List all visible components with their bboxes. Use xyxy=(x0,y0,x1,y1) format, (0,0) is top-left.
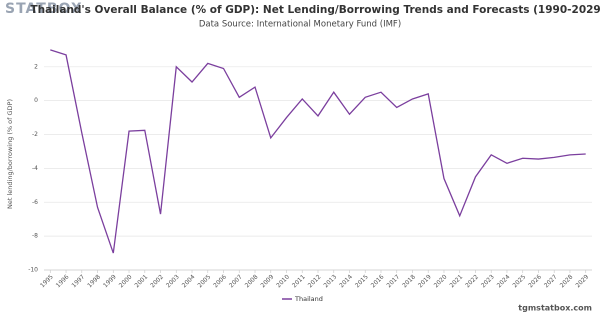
x-tick-label: 2024 xyxy=(496,273,512,289)
x-tick-label: 2011 xyxy=(291,273,307,289)
data-line xyxy=(50,49,586,254)
x-tick-label: 2004 xyxy=(181,273,197,289)
x-tick-label: 1998 xyxy=(86,273,102,289)
x-tick-label: 2023 xyxy=(480,273,496,289)
x-tick-label: 2005 xyxy=(196,273,212,289)
x-tick-label: 2026 xyxy=(527,273,543,289)
x-tick-label: 2025 xyxy=(511,273,527,289)
x-tick-label: 2015 xyxy=(354,273,370,289)
x-tick-label: 2009 xyxy=(259,273,275,289)
x-tick-label: 2001 xyxy=(134,273,150,289)
x-tick-label: 2018 xyxy=(401,273,417,289)
x-tick-label: 2021 xyxy=(448,273,464,289)
logo: STATBOX xyxy=(5,1,83,17)
x-tick-label: 2003 xyxy=(165,273,181,289)
x-tick-label: 2007 xyxy=(228,273,244,289)
chart-subtitle: Data Source: International Monetary Fund… xyxy=(199,20,401,30)
x-tick-label: 2029 xyxy=(574,273,590,289)
legend-label: Thailand xyxy=(294,295,323,303)
x-tick-label: 2012 xyxy=(307,273,323,289)
x-tick-label: 1995 xyxy=(39,273,55,289)
x-tick-label: 2017 xyxy=(385,273,401,289)
x-tick-label: 2019 xyxy=(417,273,433,289)
x-tick-label: 2022 xyxy=(464,273,480,289)
y-tick-label: -10 xyxy=(28,267,38,274)
y-tick-label: -8 xyxy=(32,233,38,240)
y-tick-label: -4 xyxy=(32,165,38,172)
x-tick-label: 2002 xyxy=(149,273,165,289)
y-tick-label: 2 xyxy=(34,63,38,70)
x-tick-label: 2027 xyxy=(543,273,559,289)
x-tick-label: 2008 xyxy=(244,273,260,289)
x-tick-label: 2016 xyxy=(370,273,386,289)
x-tick-label: 2000 xyxy=(118,273,134,289)
y-tick-label: 0 xyxy=(34,97,38,104)
x-tick-label: 1996 xyxy=(55,273,71,289)
y-tick-label: -2 xyxy=(32,131,38,138)
y-axis-label: Net lending/borrowing (% of GDP) xyxy=(6,99,14,209)
x-tick-label: 2014 xyxy=(338,273,354,289)
chart-title: Thailand's Overall Balance (% of GDP): N… xyxy=(30,4,600,16)
y-tick-label: -6 xyxy=(32,199,38,206)
x-tick-label: 1997 xyxy=(71,273,87,289)
x-tick-label: 2010 xyxy=(275,273,291,289)
x-tick-label: 2028 xyxy=(559,273,575,289)
x-tick-label: 2006 xyxy=(212,273,228,289)
x-tick-label: 1999 xyxy=(102,273,118,289)
x-tick-label: 2020 xyxy=(433,273,449,289)
x-tick-label: 2013 xyxy=(322,273,338,289)
watermark: tgmstatbox.com xyxy=(518,304,592,313)
